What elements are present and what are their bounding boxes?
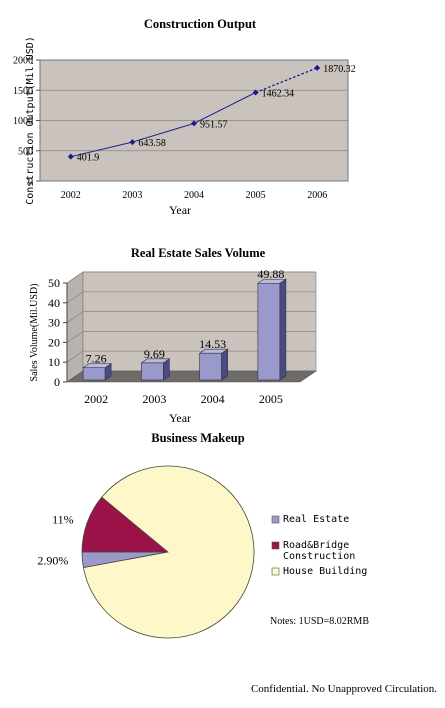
- line-y-axis-label: Construction Output(Mil.USD): [25, 36, 36, 205]
- bar-gridline-side: [66, 291, 84, 304]
- bar-front: [199, 352, 222, 381]
- line-x-axis-label: Year: [169, 203, 191, 217]
- line-data-label: 1870.32: [323, 64, 356, 75]
- bar-data-label: 9.69: [144, 347, 165, 361]
- line-data-label: 951.57: [200, 119, 228, 130]
- bar-y-tick-label: 20: [48, 335, 60, 349]
- pie-slice: [82, 465, 255, 639]
- bar-x-tick-label: 2002: [84, 392, 108, 406]
- bar-gridline-side: [66, 311, 84, 323]
- bar-y-tick-label: 50: [48, 276, 60, 290]
- bar-x-axis-label: Year: [169, 411, 191, 425]
- bar-gridline-side: [66, 331, 84, 343]
- pie-legend-swatch: [271, 567, 280, 576]
- bar-data-label: 14.53: [199, 337, 226, 351]
- bar-gridline-side: [66, 271, 84, 284]
- pie-slice-label: 11%: [52, 512, 74, 526]
- bar-data-label: 7.26: [86, 352, 107, 366]
- line-series-segment: [255, 67, 318, 94]
- line-y-tick-label: 0: [28, 177, 33, 188]
- bar-y-tick-label: 10: [48, 355, 60, 369]
- pie-legend-label: House Building: [283, 566, 367, 577]
- pie-chart-title: Business Makeup: [151, 431, 244, 445]
- bar-x-tick-label: 2005: [259, 392, 283, 406]
- line-y-tick-label: 1500: [13, 86, 33, 97]
- bar-side-wall: [66, 271, 84, 383]
- pie-legend-label: Road&Bridge: [283, 540, 349, 551]
- pie-legend-swatch: [271, 541, 280, 550]
- line-point-marker: [67, 153, 74, 160]
- line-x-tick-label: 2002: [61, 190, 81, 201]
- line-x-tick-label: 2004: [184, 190, 204, 201]
- pie-slice-label: 2.90%: [37, 554, 68, 568]
- bar-front: [141, 362, 164, 381]
- line-series-segment: [70, 141, 133, 158]
- bar-front: [82, 367, 106, 381]
- line-series-segment: [132, 122, 195, 143]
- line-series-segment: [193, 92, 256, 124]
- bar-y-tick-label: 40: [48, 296, 60, 310]
- line-x-tick-label: 2005: [246, 190, 266, 201]
- line-y-tick-label: 500: [18, 146, 33, 157]
- bar-floor: [66, 370, 317, 383]
- pie-legend-swatch: [271, 515, 280, 524]
- bar-y-tick-label: 0: [54, 375, 60, 389]
- bar-data-label: 49.88: [257, 267, 284, 281]
- confidentiality-footer: Confidential. No Unapproved Circulation.: [250, 683, 437, 695]
- line-x-tick-label: 2006: [307, 190, 327, 201]
- pie-legend-label-line2: Construction: [283, 551, 355, 562]
- line-data-label: 401.9: [77, 153, 100, 164]
- line-data-label: 643.58: [138, 138, 166, 149]
- line-chart-title: Construction Output: [144, 17, 257, 31]
- bar-y-tick-label: 30: [48, 316, 60, 330]
- bar-top: [256, 278, 287, 284]
- bar-side: [279, 278, 287, 381]
- bar-front: [257, 282, 281, 381]
- bar-y-axis-label: Sales Volume(Mil.USD): [29, 284, 40, 382]
- bar-side: [221, 348, 228, 381]
- bar-gridline-side: [66, 350, 84, 363]
- line-point-marker: [191, 120, 197, 127]
- line-y-tick-label: 2000: [13, 56, 33, 67]
- bar-top: [198, 348, 229, 354]
- line-point-marker: [314, 64, 321, 71]
- bar-top: [82, 363, 113, 368]
- bar-top: [140, 358, 171, 364]
- pie-legend-label: Real Estate: [283, 514, 349, 525]
- bar-chart-title: Real Estate Sales Volume: [131, 246, 266, 260]
- line-x-tick-label: 2003: [122, 190, 142, 201]
- line-point-marker: [129, 139, 136, 146]
- line-data-label: 1462.34: [262, 89, 295, 100]
- bar-x-tick-label: 2004: [201, 392, 225, 406]
- line-y-tick-label: 1000: [13, 116, 33, 127]
- line-point-marker: [252, 89, 259, 96]
- bar-x-tick-label: 2003: [142, 392, 166, 406]
- pie-note: Notes: 1USD=8.02RMB: [270, 616, 369, 627]
